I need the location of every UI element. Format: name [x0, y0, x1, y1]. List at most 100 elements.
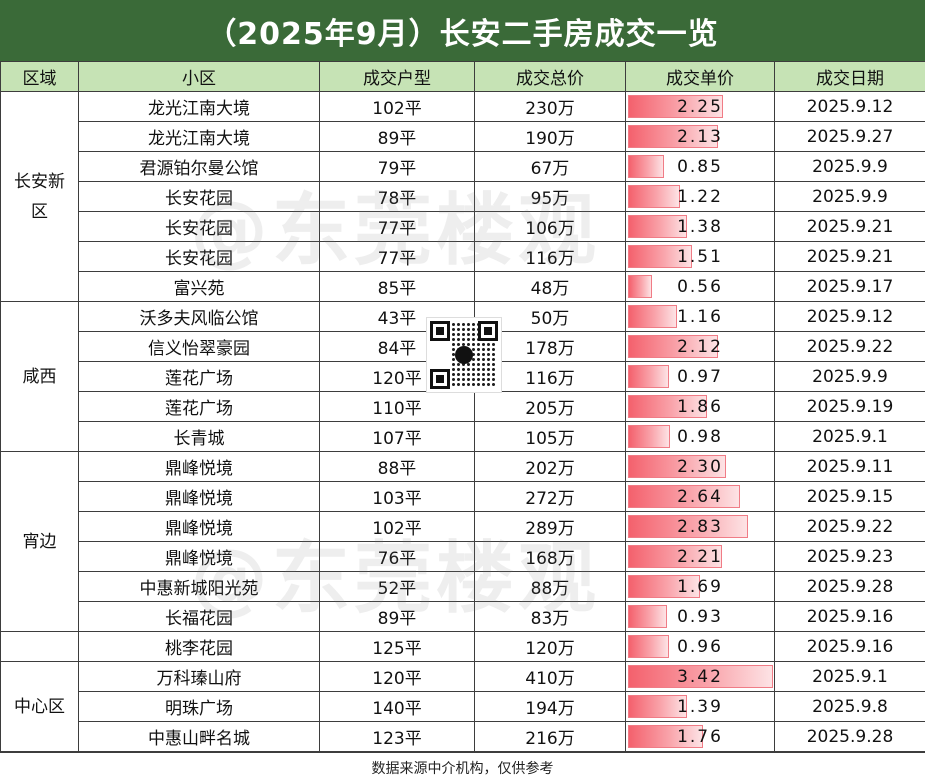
- unit-type-cell: 103平: [320, 482, 475, 512]
- unit-price-value: 2.30: [626, 457, 774, 477]
- table-header-row: 区域 小区 成交户型 成交总价 成交单价 成交日期: [1, 62, 925, 92]
- unit-price-cell: 1.86: [626, 392, 775, 422]
- date-cell: 2025.9.19: [775, 392, 925, 422]
- total-price-cell: 205万: [475, 392, 626, 422]
- community-cell: 鼎峰悦境: [79, 452, 320, 482]
- date-cell: 2025.9.16: [775, 632, 925, 662]
- total-price-cell: 168万: [475, 542, 626, 572]
- total-price-cell: 289万: [475, 512, 626, 542]
- unit-type-cell: 125平: [320, 632, 475, 662]
- date-cell: 2025.9.17: [775, 272, 925, 302]
- unit-type-cell: 78平: [320, 182, 475, 212]
- unit-price-cell: 3.42: [626, 662, 775, 692]
- unit-price-cell: 2.13: [626, 122, 775, 152]
- date-cell: 2025.9.12: [775, 92, 925, 122]
- date-cell: 2025.9.1: [775, 662, 925, 692]
- total-price-cell: 272万: [475, 482, 626, 512]
- unit-price-cell: 1.38: [626, 212, 775, 242]
- unit-price-cell: 2.30: [626, 452, 775, 482]
- unit-price-value: 1.76: [626, 727, 774, 747]
- date-cell: 2025.9.22: [775, 512, 925, 542]
- community-cell: 长安花园: [79, 182, 320, 212]
- total-price-cell: 105万: [475, 422, 626, 452]
- unit-price-cell: 0.97: [626, 362, 775, 392]
- unit-type-cell: 89平: [320, 602, 475, 632]
- unit-type-cell: 107平: [320, 422, 475, 452]
- community-cell: 君源铂尔曼公馆: [79, 152, 320, 182]
- community-cell: 富兴苑: [79, 272, 320, 302]
- unit-price-cell: 1.39: [626, 692, 775, 722]
- header-region: 区域: [1, 62, 79, 92]
- unit-type-cell: 52平: [320, 572, 475, 602]
- page-title: （2025年9月）长安二手房成交一览: [0, 0, 925, 61]
- community-cell: 长青城: [79, 422, 320, 452]
- total-price-cell: 202万: [475, 452, 626, 482]
- unit-price-value: 0.98: [626, 427, 774, 447]
- footer-note: 数据来源中介机构，仅供参考: [0, 752, 925, 782]
- unit-price-value: 0.56: [626, 277, 774, 297]
- date-cell: 2025.9.1: [775, 422, 925, 452]
- unit-price-cell: 0.96: [626, 632, 775, 662]
- total-price-cell: 194万: [475, 692, 626, 722]
- unit-type-cell: 102平: [320, 512, 475, 542]
- unit-type-cell: 79平: [320, 152, 475, 182]
- date-cell: 2025.9.11: [775, 452, 925, 482]
- unit-price-cell: 1.22: [626, 182, 775, 212]
- header-date: 成交日期: [775, 62, 925, 92]
- date-cell: 2025.9.9: [775, 182, 925, 212]
- unit-price-cell: 2.21: [626, 542, 775, 572]
- unit-price-cell: 2.83: [626, 512, 775, 542]
- community-cell: 长安花园: [79, 242, 320, 272]
- unit-type-cell: 77平: [320, 212, 475, 242]
- header-unit-type: 成交户型: [320, 62, 475, 92]
- unit-type-cell: 102平: [320, 92, 475, 122]
- unit-price-cell: 1.51: [626, 242, 775, 272]
- unit-price-value: 2.83: [626, 517, 774, 537]
- date-cell: 2025.9.16: [775, 602, 925, 632]
- region-cell: [1, 632, 79, 662]
- unit-price-value: 2.12: [626, 337, 774, 357]
- unit-price-cell: 2.64: [626, 482, 775, 512]
- total-price-cell: 106万: [475, 212, 626, 242]
- total-price-cell: 116万: [475, 242, 626, 272]
- region-cell: 咸西: [1, 302, 79, 452]
- date-cell: 2025.9.21: [775, 212, 925, 242]
- region-cell: 宵边: [1, 452, 79, 632]
- date-cell: 2025.9.15: [775, 482, 925, 512]
- unit-price-value: 2.13: [626, 127, 774, 147]
- community-cell: 莲花广场: [79, 362, 320, 392]
- header-unit-price: 成交单价: [626, 62, 775, 92]
- unit-type-cell: 120平: [320, 662, 475, 692]
- community-cell: 鼎峰悦境: [79, 542, 320, 572]
- date-cell: 2025.9.28: [775, 572, 925, 602]
- unit-price-cell: 0.56: [626, 272, 775, 302]
- community-cell: 沃多夫风临公馆: [79, 302, 320, 332]
- unit-price-value: 1.69: [626, 577, 774, 597]
- unit-price-cell: 1.76: [626, 722, 775, 752]
- unit-price-cell: 0.85: [626, 152, 775, 182]
- community-cell: 鼎峰悦境: [79, 482, 320, 512]
- unit-type-cell: 77平: [320, 242, 475, 272]
- header-total-price: 成交总价: [475, 62, 626, 92]
- total-price-cell: 88万: [475, 572, 626, 602]
- date-cell: 2025.9.9: [775, 362, 925, 392]
- date-cell: 2025.9.22: [775, 332, 925, 362]
- total-price-cell: 216万: [475, 722, 626, 752]
- region-cell: 中心区: [1, 662, 79, 752]
- unit-price-value: 2.21: [626, 547, 774, 567]
- total-price-cell: 95万: [475, 182, 626, 212]
- unit-price-value: 0.96: [626, 637, 774, 657]
- total-price-cell: 48万: [475, 272, 626, 302]
- unit-price-value: 3.42: [626, 667, 774, 687]
